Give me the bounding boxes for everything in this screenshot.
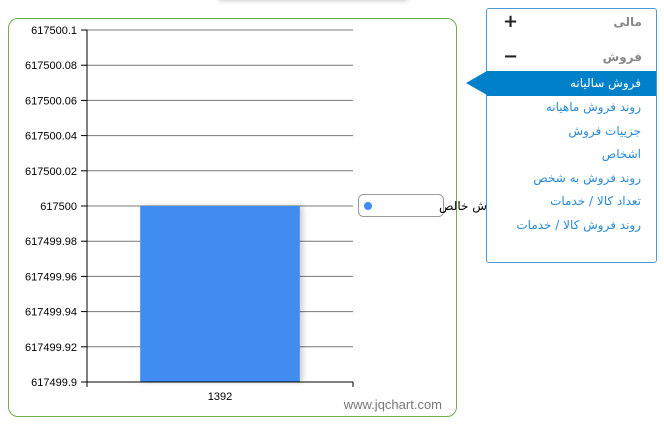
y-tick-label: 617500.04 [25,131,77,143]
group-label: مالی [613,15,642,29]
menu-item-goods-sales-trend[interactable]: روند فروش کالا / خدمات [516,217,641,232]
bar[interactable] [140,206,300,382]
y-tick-label: 617500.06 [25,95,77,107]
legend-marker [364,202,372,210]
menu-item-goods-count[interactable]: تعداد کالا / خدمات [550,194,641,208]
plus-icon[interactable]: + [503,11,519,32]
chart-container: 617500.1 617500.08 617500.06 617500.04 61750… [8,18,505,417]
menu-item-sales-details[interactable]: جزییات فروش [568,123,641,138]
menu-item-annual-sales[interactable]: فروش سالیانه [466,71,656,96]
menu-group-sales[interactable]: فروش − [487,39,656,71]
y-tick-label: 617499.98 [25,236,77,248]
y-tick-label: 617499.96 [25,271,77,283]
y-tick-label: 617500.02 [25,166,77,178]
y-tick-label: 617499.9 [31,377,77,389]
y-tick-label: 617499.94 [25,307,77,319]
minus-icon[interactable]: − [503,46,519,67]
watermark[interactable]: www.jqchart.com [343,397,442,412]
x-tick-label: 1392 [208,391,232,403]
menu-item-sales-by-person[interactable]: روند فروش به شخص [533,170,641,185]
legend[interactable]: فروش خالص [358,194,506,217]
menu-item-persons[interactable]: اشخاص [601,147,641,161]
y-tick-label: 617500.08 [25,60,77,72]
y-tick-label: 617500 [40,201,77,213]
menu-item-monthly-sales-trend[interactable]: روند فروش ماهیانه [545,100,641,114]
side-menu: مالی + فروش − فروش سالیانه روند فروش ماهیا… [466,8,657,263]
y-tick-label: 617499.92 [25,342,77,354]
menu-group-financial[interactable]: مالی + [487,9,656,39]
y-tick-label: 617500.1 [31,25,77,37]
group-label: فروش [602,50,642,64]
